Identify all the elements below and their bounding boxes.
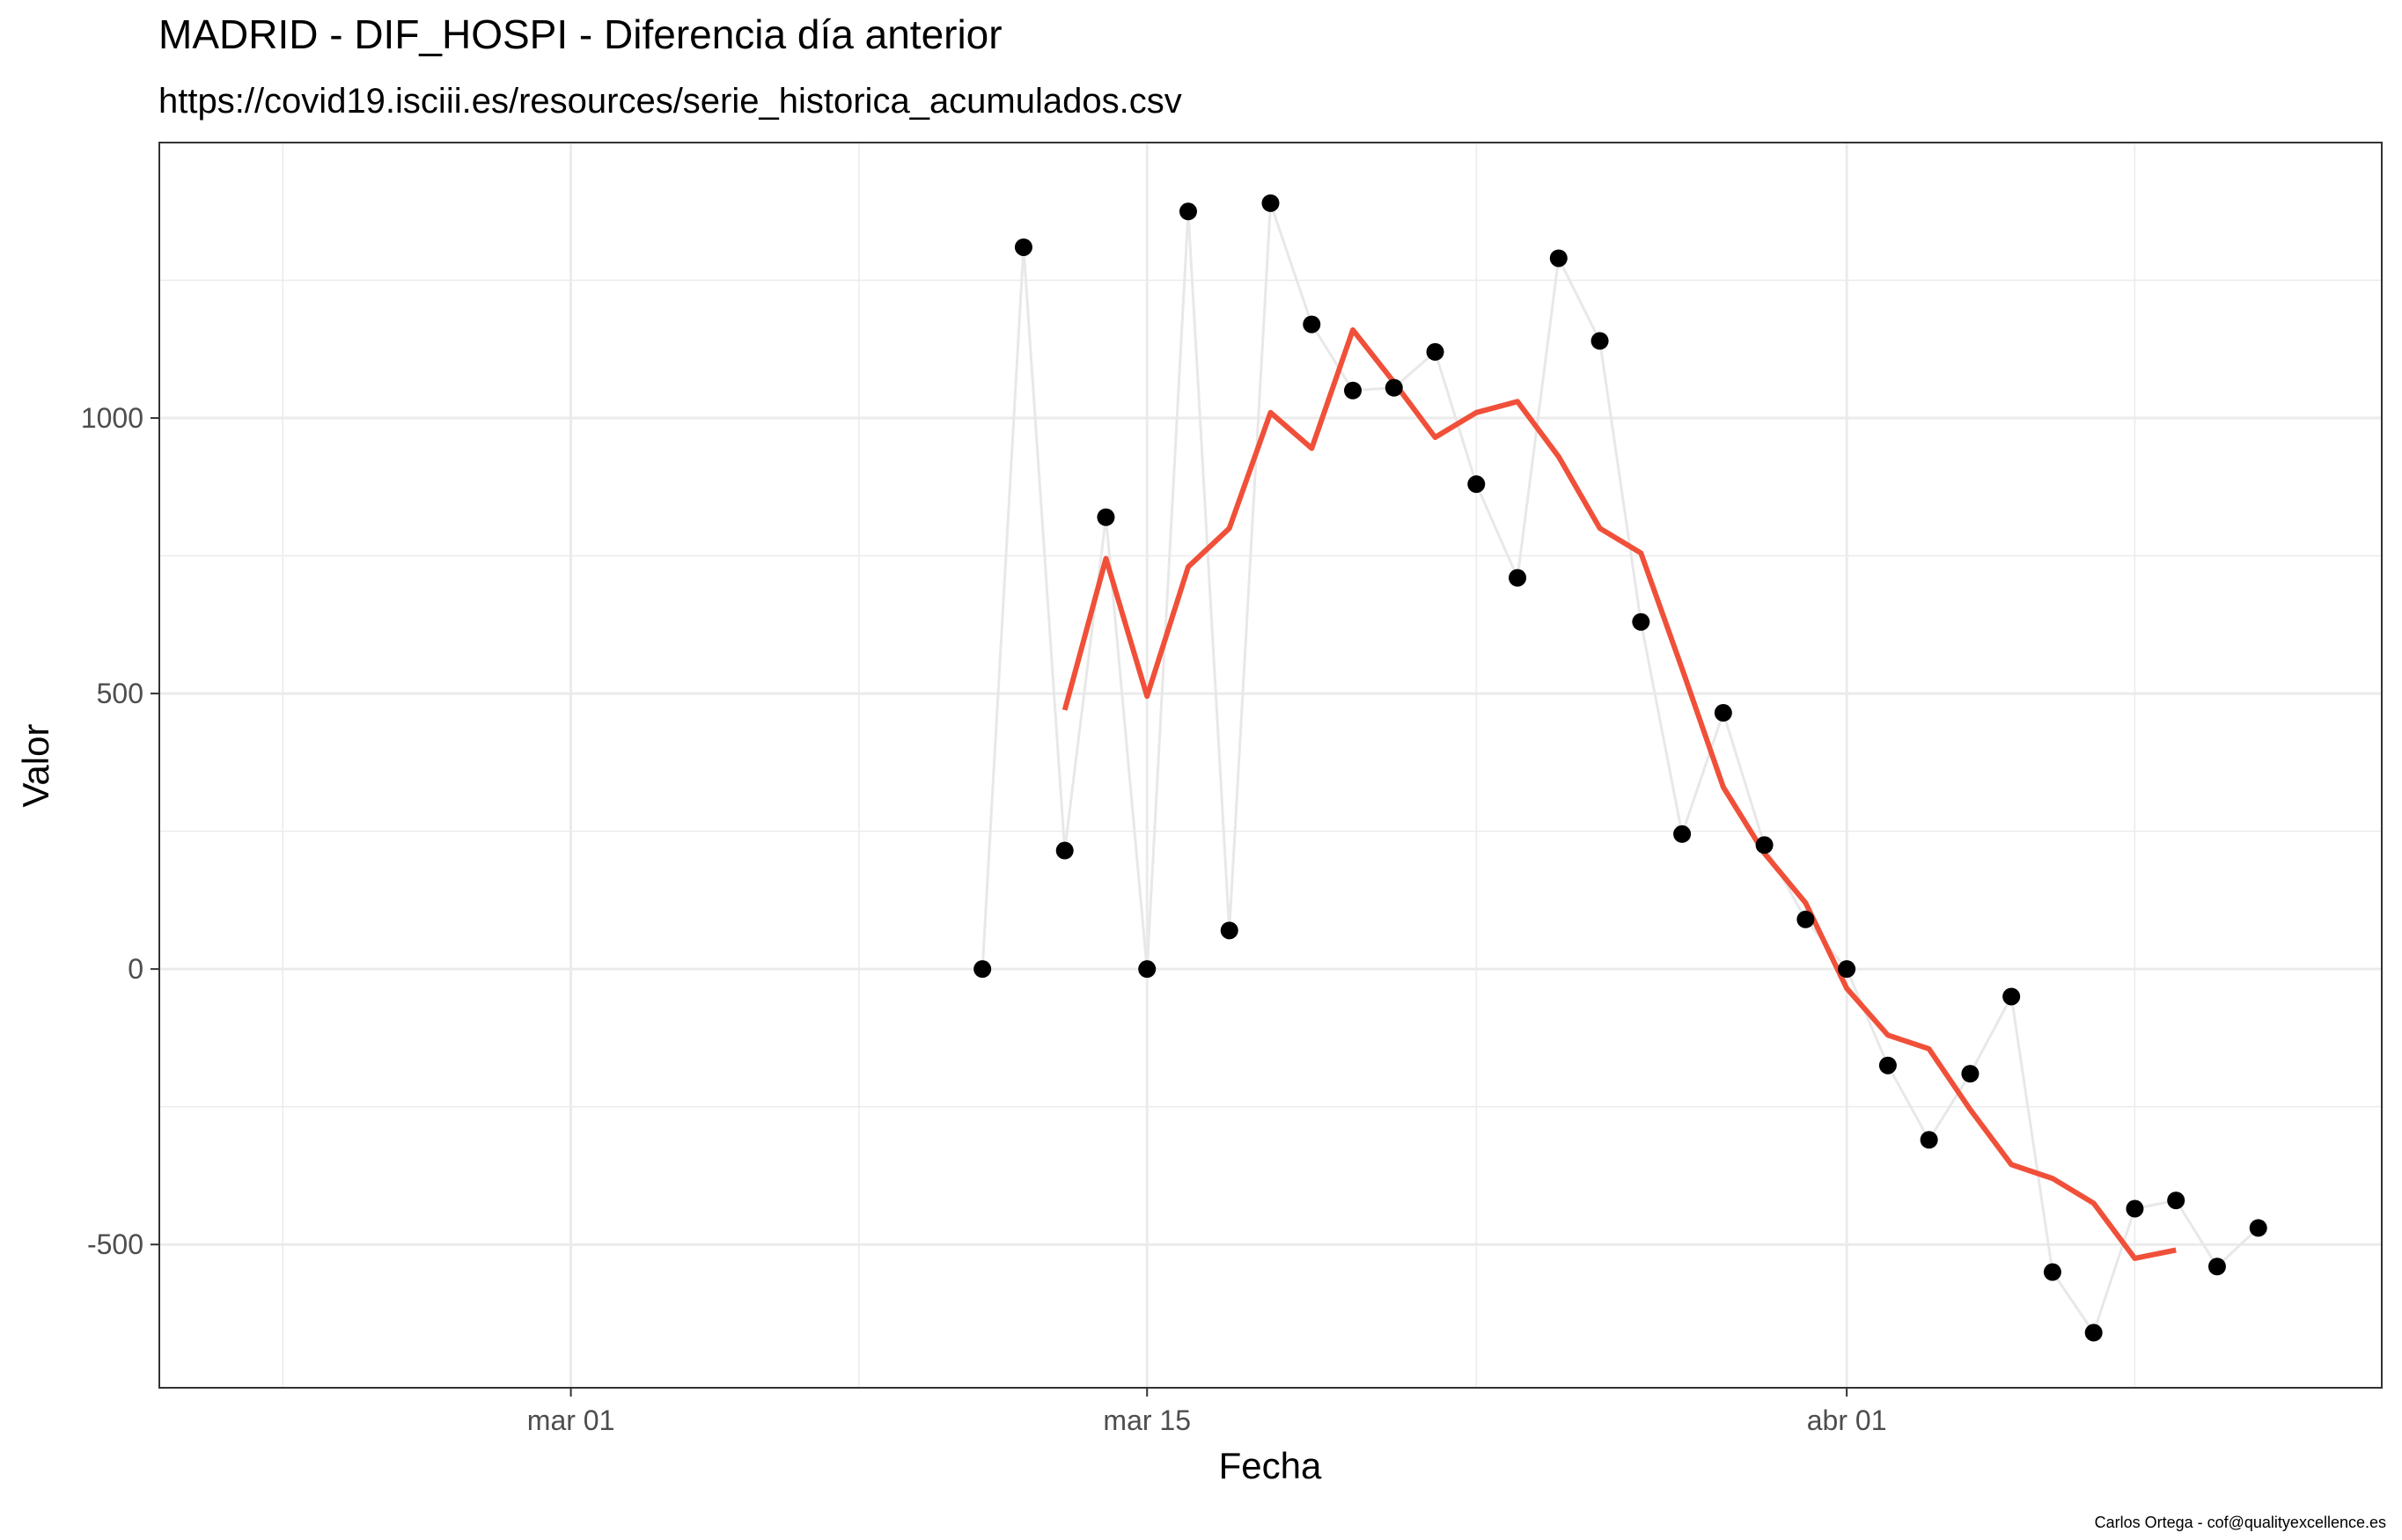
y-tick-label: 1000	[81, 402, 143, 434]
y-tick-label: 500	[97, 678, 143, 709]
data-point	[1961, 1065, 1980, 1083]
data-point	[1097, 508, 1115, 526]
chart-title: MADRID - DIF_HOSPI - Diferencia día ante…	[158, 11, 1003, 57]
data-point	[1673, 825, 1692, 843]
data-point	[1179, 202, 1197, 221]
data-point	[1014, 238, 1032, 256]
data-point	[1714, 704, 1732, 722]
data-point	[2084, 1324, 2103, 1342]
x-tick-label: mar 01	[527, 1404, 615, 1436]
moving-average-line	[1061, 326, 2177, 1261]
data-point	[1796, 910, 1815, 928]
y-tick-label: -500	[87, 1228, 143, 1260]
axes: 1000 500 0 -500 mar 01 mar 15 abr 01	[81, 402, 1887, 1436]
x-tick-label: abr 01	[1807, 1404, 1887, 1436]
data-point	[1755, 836, 1774, 854]
data-point	[1467, 475, 1486, 494]
y-axis-label: Valor	[15, 724, 56, 808]
data-point	[2043, 1263, 2061, 1281]
data-point	[1344, 381, 1363, 400]
plot-panel	[159, 143, 2382, 1388]
chart-caption: Carlos Ortega - cof@qualityexcellence.es	[2095, 1514, 2386, 1531]
data-point	[1878, 1056, 1897, 1074]
data-point	[1590, 332, 1609, 350]
x-axis-label: Fecha	[1219, 1445, 1322, 1486]
data-point	[1632, 612, 1650, 631]
data-point	[1509, 568, 1527, 587]
data-point	[2167, 1192, 2185, 1210]
data-point	[1138, 960, 1157, 979]
data-point	[1385, 378, 1403, 397]
plot-border	[158, 142, 2383, 1389]
x-tick-label: mar 15	[1103, 1404, 1191, 1436]
data-point	[1303, 315, 1321, 334]
raw-series-line	[981, 202, 2259, 1336]
data-point	[973, 960, 992, 979]
chart-subtitle: https://covid19.isciii.es/resources/seri…	[158, 82, 1182, 121]
data-point	[1055, 841, 1074, 860]
data-point	[1838, 960, 1856, 979]
y-tick-label: 0	[128, 953, 143, 985]
data-point	[1426, 342, 1444, 361]
moving-average-series	[1061, 326, 2177, 1261]
data-point	[1549, 249, 1568, 268]
data-point	[1220, 921, 1238, 940]
data-point	[2207, 1258, 2226, 1276]
data-points	[973, 194, 2267, 1342]
data-point	[2002, 987, 2021, 1006]
data-point	[2126, 1199, 2144, 1218]
data-point	[1920, 1131, 1938, 1149]
raw-series	[981, 202, 2259, 1336]
data-point	[2249, 1219, 2267, 1237]
data-point	[1261, 194, 1280, 212]
